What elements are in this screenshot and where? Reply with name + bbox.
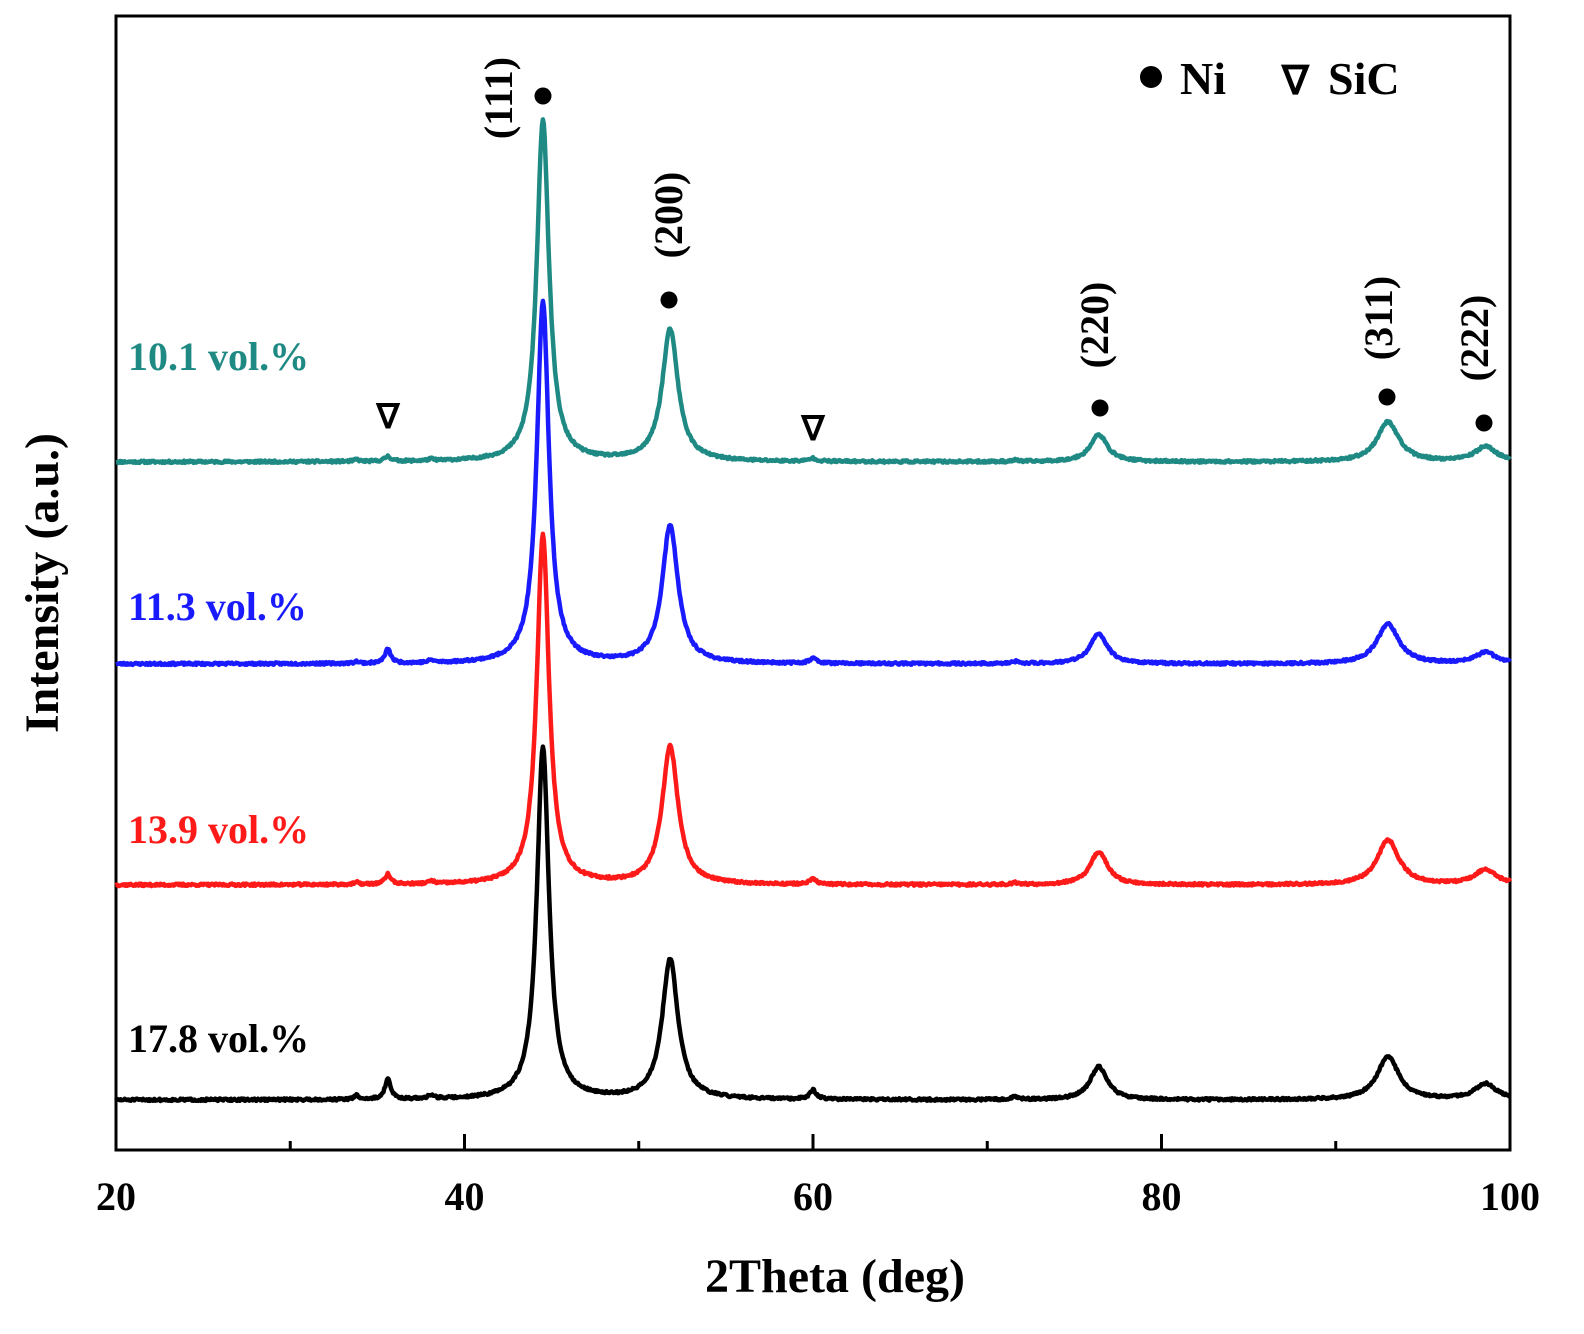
miller-index-label: (200) [646, 172, 691, 259]
legend-ni-label: Ni [1180, 53, 1226, 104]
series-label-1: 10.1 vol.% [128, 334, 309, 379]
x-tick-label: 20 [96, 1174, 136, 1219]
y-axis-title: Intensity (a.u.) [16, 433, 69, 733]
series-line-4 [114, 744, 1512, 1104]
series-label-3: 13.9 vol.% [128, 807, 309, 852]
miller-index-label: (220) [1072, 282, 1117, 369]
x-tick-label: 60 [793, 1174, 833, 1219]
legend-ni-marker [1140, 66, 1162, 88]
series-label-2: 11.3 vol.% [128, 584, 307, 629]
x-tick-label: 80 [1142, 1174, 1182, 1219]
miller-index-label: (111) [476, 57, 521, 139]
miller-index-label: (222) [1452, 295, 1497, 382]
series-line-3 [114, 531, 1513, 889]
axis-layer: 20 40 60 80 100 [96, 1134, 1540, 1219]
ni-peak-marker [660, 291, 678, 309]
x-axis-title: 2Theta (deg) [705, 1250, 965, 1303]
legend-sic-marker: ∇ [1280, 58, 1310, 103]
legend-sic-label: SiC [1328, 53, 1400, 104]
annotation-layer: (111) (200) (220) (311) (222) ∇ ∇ [376, 57, 1497, 448]
x-tick-label: 100 [1480, 1174, 1540, 1219]
sic-peak-marker: ∇ [801, 411, 826, 448]
plot-frame [114, 14, 1512, 1152]
series-line-1 [114, 117, 1512, 466]
sic-peak-marker: ∇ [376, 399, 401, 436]
ni-peak-marker [534, 87, 552, 105]
ni-peak-marker [1475, 414, 1493, 432]
ni-peak-marker [1378, 388, 1396, 406]
series-layer: 10.1 vol.% 11.3 vol.% 13.9 vol.% 17.8 vol.% [114, 117, 1513, 1104]
x-tick-label: 40 [445, 1174, 485, 1219]
legend: Ni ∇ SiC [1140, 53, 1400, 104]
ni-peak-marker [1091, 399, 1109, 417]
series-line-2 [114, 298, 1512, 668]
miller-index-label: (311) [1356, 276, 1401, 360]
series-label-4: 17.8 vol.% [128, 1016, 309, 1061]
